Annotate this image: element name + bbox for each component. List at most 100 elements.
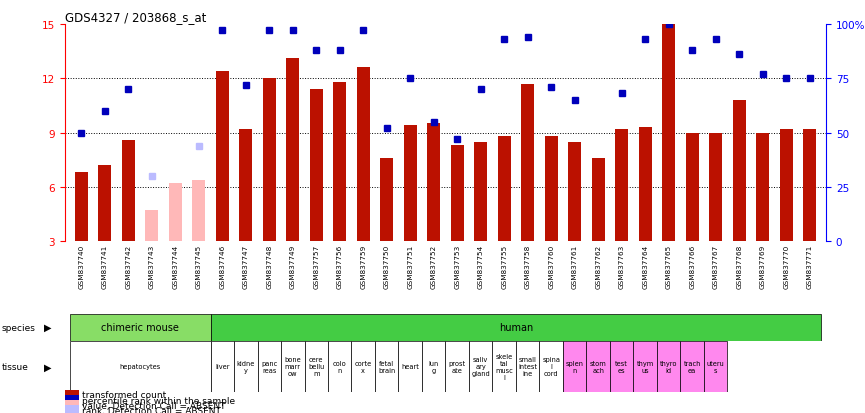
- Text: small
intest
ine: small intest ine: [518, 356, 537, 377]
- Text: GSM837766: GSM837766: [689, 244, 695, 288]
- Bar: [540, 341, 563, 392]
- Bar: [686, 133, 699, 242]
- Text: GSM837758: GSM837758: [525, 244, 531, 288]
- Text: transformed count: transformed count: [82, 390, 166, 399]
- Text: lun
g: lun g: [428, 360, 439, 373]
- Text: hepatocytes: hepatocytes: [119, 363, 161, 370]
- Bar: [216, 72, 228, 242]
- Bar: [633, 341, 657, 392]
- Text: GSM837747: GSM837747: [243, 244, 249, 288]
- Bar: [99, 166, 112, 242]
- Bar: [610, 341, 633, 392]
- Bar: [286, 59, 299, 242]
- Text: GSM837746: GSM837746: [220, 244, 225, 288]
- Bar: [756, 133, 769, 242]
- Bar: [356, 68, 369, 242]
- Bar: [210, 341, 234, 392]
- Bar: [75, 173, 87, 242]
- Text: species: species: [2, 323, 35, 332]
- Text: stom
ach: stom ach: [590, 360, 606, 373]
- Text: tissue: tissue: [2, 362, 29, 371]
- Text: GSM837744: GSM837744: [172, 244, 178, 288]
- Bar: [545, 137, 558, 242]
- Text: GSM837741: GSM837741: [102, 244, 108, 288]
- Text: panc
reas: panc reas: [261, 360, 278, 373]
- Bar: [638, 128, 651, 242]
- Bar: [310, 90, 323, 242]
- Text: GSM837745: GSM837745: [195, 244, 202, 288]
- Bar: [122, 140, 135, 242]
- Bar: [69, 341, 210, 392]
- Text: GSM837767: GSM837767: [713, 244, 719, 288]
- Text: skele
tal
musc
l: skele tal musc l: [496, 353, 513, 380]
- Bar: [399, 341, 422, 392]
- Text: GSM837749: GSM837749: [290, 244, 296, 288]
- Text: GSM837760: GSM837760: [548, 244, 554, 288]
- Bar: [333, 83, 346, 242]
- Text: bone
marr
ow: bone marr ow: [285, 356, 301, 377]
- Text: GSM837751: GSM837751: [407, 244, 413, 288]
- Bar: [681, 341, 704, 392]
- Text: GSM837761: GSM837761: [572, 244, 578, 288]
- Text: cere
bellu
m: cere bellu m: [308, 356, 324, 377]
- Bar: [240, 130, 253, 242]
- Bar: [615, 130, 628, 242]
- Text: ▶: ▶: [44, 322, 51, 332]
- Bar: [469, 341, 492, 392]
- Bar: [258, 341, 281, 392]
- Text: kidne
y: kidne y: [237, 360, 255, 373]
- Bar: [169, 184, 182, 242]
- Text: uteru
s: uteru s: [707, 360, 725, 373]
- Bar: [663, 25, 675, 242]
- Text: fetal
brain: fetal brain: [378, 360, 395, 373]
- Text: splen
n: splen n: [566, 360, 584, 373]
- Text: saliv
ary
gland: saliv ary gland: [471, 356, 490, 377]
- Text: GSM837752: GSM837752: [431, 244, 437, 288]
- Text: GSM837770: GSM837770: [783, 244, 789, 288]
- Bar: [281, 341, 304, 392]
- Text: GSM837750: GSM837750: [384, 244, 390, 288]
- Bar: [563, 341, 586, 392]
- Text: percentile rank within the sample: percentile rank within the sample: [82, 396, 235, 405]
- Bar: [422, 341, 445, 392]
- Text: GSM837759: GSM837759: [360, 244, 366, 288]
- Text: GSM837742: GSM837742: [125, 244, 131, 288]
- Text: GSM837765: GSM837765: [666, 244, 671, 288]
- Bar: [375, 341, 399, 392]
- Text: heart: heart: [401, 363, 420, 370]
- Bar: [522, 84, 535, 242]
- Text: GSM837753: GSM837753: [454, 244, 460, 288]
- Text: GSM837748: GSM837748: [266, 244, 272, 288]
- Text: rank, Detection Call = ABSENT: rank, Detection Call = ABSENT: [82, 406, 221, 413]
- Bar: [192, 180, 205, 242]
- Text: ▶: ▶: [44, 361, 51, 372]
- Text: GSM837764: GSM837764: [642, 244, 648, 288]
- Text: trach
ea: trach ea: [683, 360, 701, 373]
- Text: GSM837763: GSM837763: [618, 244, 625, 288]
- Bar: [704, 341, 727, 392]
- Bar: [69, 314, 210, 341]
- Bar: [404, 126, 417, 242]
- Bar: [779, 130, 792, 242]
- Text: liver: liver: [215, 363, 229, 370]
- Bar: [304, 341, 328, 392]
- Text: GSM837768: GSM837768: [736, 244, 742, 288]
- Text: GSM837769: GSM837769: [759, 244, 766, 288]
- Text: GDS4327 / 203868_s_at: GDS4327 / 203868_s_at: [65, 11, 206, 24]
- Text: value, Detection Call = ABSENT: value, Detection Call = ABSENT: [82, 401, 226, 410]
- Text: corte
x: corte x: [355, 360, 372, 373]
- Bar: [381, 159, 394, 242]
- Text: GSM837757: GSM837757: [313, 244, 319, 288]
- Text: human: human: [499, 322, 533, 332]
- Text: GSM837756: GSM837756: [336, 244, 343, 288]
- Bar: [592, 159, 605, 242]
- Text: GSM837762: GSM837762: [595, 244, 601, 288]
- Text: colo
n: colo n: [333, 360, 347, 373]
- Bar: [492, 341, 516, 392]
- Text: GSM837771: GSM837771: [807, 244, 812, 288]
- Bar: [234, 341, 258, 392]
- Bar: [657, 341, 681, 392]
- Bar: [733, 101, 746, 242]
- Bar: [804, 130, 816, 242]
- Bar: [263, 79, 276, 242]
